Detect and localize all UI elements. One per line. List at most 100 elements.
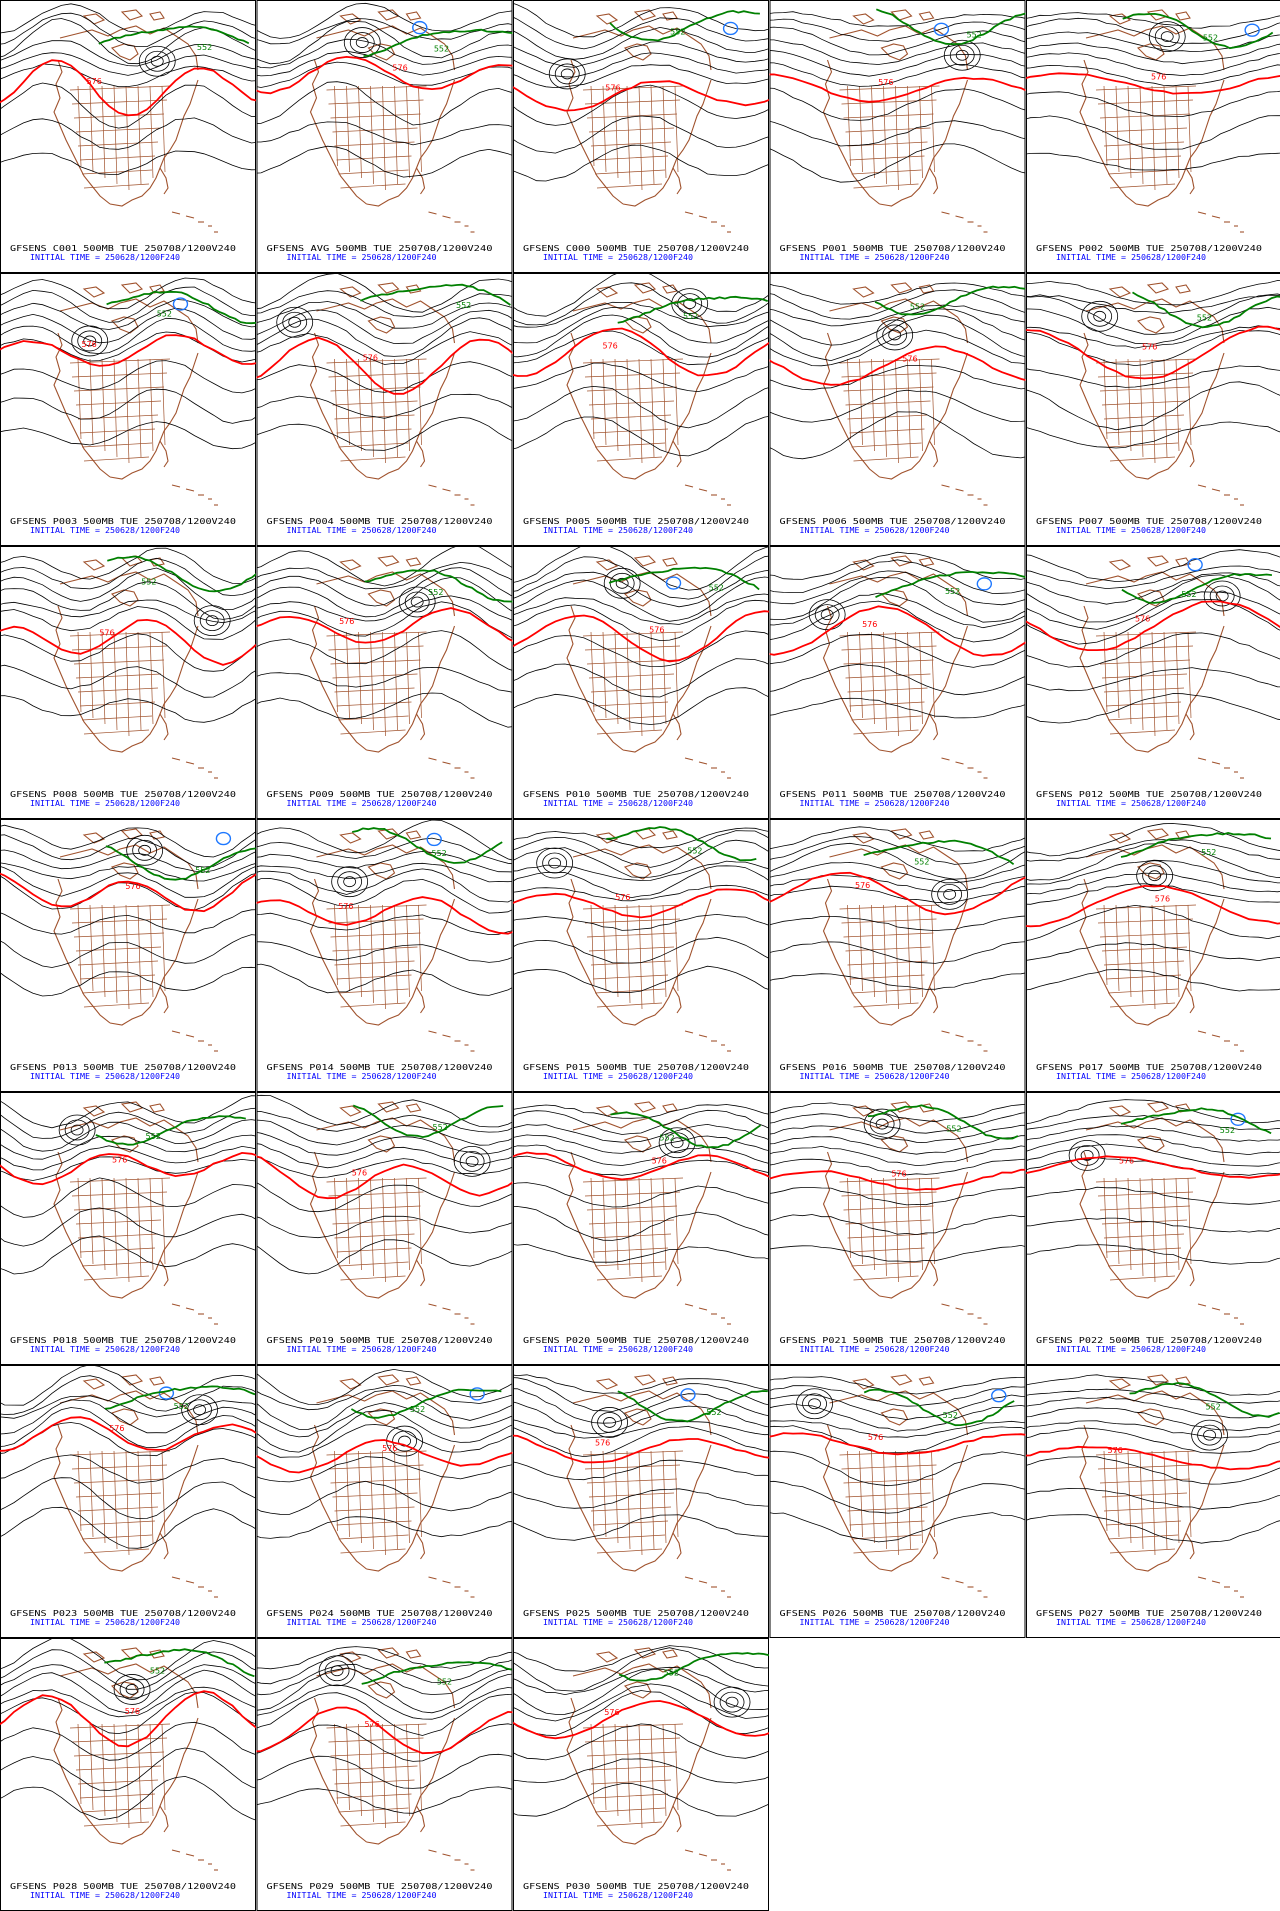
- coastline: [82, 1105, 106, 1117]
- state-boundary: [839, 631, 940, 637]
- closed-contour: [949, 44, 975, 66]
- height-contour: [1026, 64, 1280, 87]
- low-center: [1244, 23, 1260, 37]
- panel-caption-title: GFSENS P003 500MB TUE 250708/1200V240: [10, 517, 236, 526]
- state-boundary: [638, 358, 643, 464]
- contour-552-label: 552: [428, 588, 443, 597]
- height-contour: [0, 117, 256, 150]
- state-boundary: [1127, 631, 1132, 725]
- state-boundary: [1099, 1478, 1191, 1484]
- coastline: [171, 1030, 181, 1034]
- coastline: [366, 1171, 456, 1299]
- height-contour: [769, 1102, 1026, 1123]
- height-contour: [769, 1158, 1026, 1176]
- contour-552-label: 552: [146, 1132, 161, 1141]
- state-boundary: [77, 414, 159, 420]
- contour-552-label: 552: [659, 1134, 674, 1143]
- closed-contour: [331, 866, 369, 898]
- coastline: [684, 1030, 694, 1034]
- contour-552: [364, 569, 513, 603]
- height-contour: [513, 385, 769, 429]
- coastline: [367, 1135, 396, 1153]
- height-contour: [256, 1652, 513, 1685]
- contour-576: [0, 334, 256, 367]
- low-center: [412, 20, 428, 35]
- closed-contour: [392, 1430, 417, 1452]
- height-contour: [1026, 693, 1280, 724]
- state-boundary: [71, 99, 168, 105]
- height-contour: [1026, 1388, 1280, 1404]
- contour-552-label: 552: [914, 857, 929, 866]
- contour-552: [1129, 1382, 1280, 1418]
- state-boundary: [1095, 358, 1197, 364]
- state-boundary: [907, 631, 911, 731]
- state-boundary: [330, 113, 421, 119]
- panel-border: [0, 1092, 256, 1365]
- coastline: [59, 844, 199, 890]
- height-contour: [256, 868, 513, 903]
- ensemble-panel: 552 576 GFSENS C000 500MB TUE 250708/1200V…: [513, 0, 769, 273]
- coastline: [185, 1307, 195, 1311]
- state-boundary: [841, 99, 937, 105]
- contour-576-label: 576: [339, 617, 354, 626]
- panel-caption-title: GFSENS P007 500MB TUE 250708/1200V240: [1036, 517, 1262, 526]
- panel-caption-init-time: INITIAL TIME = 250628/1200F240: [800, 799, 950, 808]
- height-contour: [1026, 1143, 1280, 1167]
- closed-contour: [802, 1393, 827, 1415]
- height-contour: [0, 388, 256, 424]
- coastline: [879, 625, 969, 753]
- height-contour: [1026, 1099, 1280, 1124]
- panel-caption-init-time: INITIAL TIME = 250628/1200F240: [287, 1072, 437, 1081]
- height-contour: [256, 561, 513, 590]
- state-boundary: [330, 1751, 421, 1757]
- height-contour: [513, 16, 769, 50]
- coastline: [955, 1307, 964, 1311]
- panel-caption-init-time: INITIAL TIME = 250628/1200F240: [30, 1345, 180, 1354]
- coastline: [684, 211, 694, 215]
- height-contour: [1026, 1456, 1280, 1485]
- panel-caption-init-time: INITIAL TIME = 250628/1200F240: [30, 253, 180, 262]
- closed-contour: [337, 871, 363, 893]
- coastline: [955, 1580, 964, 1584]
- state-boundary: [1103, 1233, 1185, 1239]
- coastline: [1079, 59, 1137, 205]
- height-contour: [513, 1377, 769, 1412]
- coastline: [405, 557, 422, 567]
- contour-552-label: 552: [432, 849, 447, 858]
- state-boundary: [71, 1191, 168, 1197]
- state-boundary: [596, 456, 663, 462]
- height-contour: [513, 1459, 769, 1481]
- height-contour: [0, 1407, 256, 1449]
- state-boundary: [588, 400, 675, 406]
- closed-contour: [603, 1417, 616, 1428]
- coastline: [622, 1171, 712, 1299]
- panel-caption-init-time: INITIAL TIME = 250628/1200F240: [287, 1345, 437, 1354]
- coastline: [955, 761, 964, 765]
- height-contour: [513, 555, 769, 600]
- closed-contour: [882, 324, 908, 346]
- height-contour: [1026, 90, 1280, 117]
- state-boundary: [358, 904, 362, 998]
- contour-576-label: 576: [87, 77, 102, 86]
- contour-576: [256, 1155, 513, 1200]
- coastline: [1185, 167, 1195, 195]
- height-contour: [513, 546, 769, 591]
- coastline: [1211, 1580, 1221, 1584]
- coastline: [53, 1151, 111, 1297]
- state-boundary: [602, 358, 607, 446]
- coastline: [316, 1117, 456, 1163]
- height-contour: [513, 1758, 769, 1784]
- height-contour: [0, 547, 256, 585]
- state-boundary: [346, 85, 350, 173]
- height-contour: [1026, 942, 1280, 962]
- height-contour: [769, 289, 1026, 320]
- panel-caption-init-time: INITIAL TIME = 250628/1200F240: [30, 526, 180, 535]
- state-boundary: [125, 1177, 130, 1283]
- state-boundary: [77, 904, 82, 986]
- coastline: [684, 1576, 694, 1580]
- coastline: [367, 1408, 396, 1426]
- state-boundary: [406, 358, 410, 452]
- state-boundary: [662, 85, 667, 179]
- state-boundary: [75, 127, 162, 133]
- height-contour: [256, 1390, 513, 1430]
